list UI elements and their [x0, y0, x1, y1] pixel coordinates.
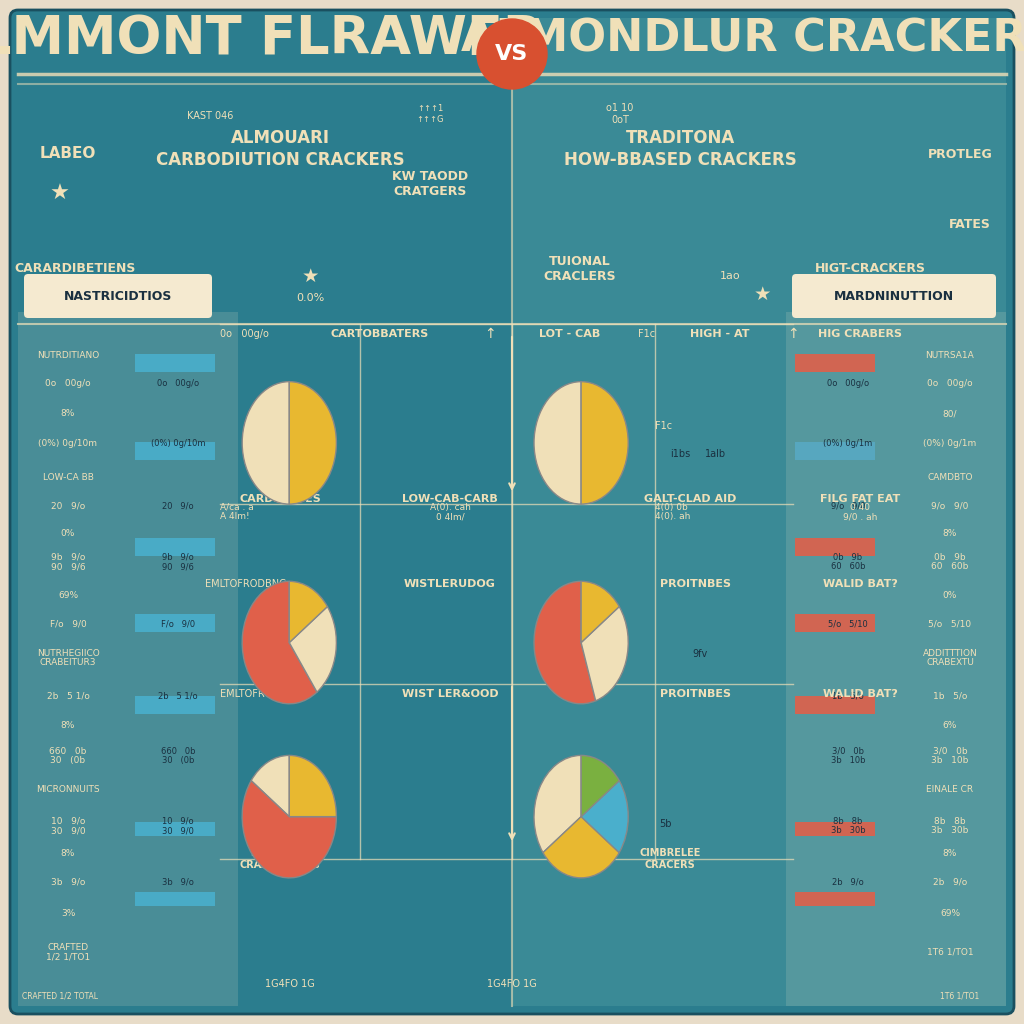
- Text: NUTRHEGIICO
CRABEITUR3: NUTRHEGIICO CRABEITUR3: [37, 648, 99, 668]
- Text: ★: ★: [754, 285, 771, 303]
- Text: CARTOBBATERS: CARTOBBATERS: [331, 329, 429, 339]
- Text: 9fv: 9fv: [692, 649, 708, 659]
- Text: (0%) 0g/10m: (0%) 0g/10m: [151, 439, 205, 449]
- Text: WIST LER&OOD: WIST LER&OOD: [401, 689, 499, 699]
- Text: F1c: F1c: [638, 329, 655, 339]
- Circle shape: [477, 19, 547, 89]
- Text: A(0). cah
0 4lm/: A(0). cah 0 4lm/: [429, 503, 470, 521]
- Wedge shape: [290, 582, 328, 643]
- Text: ★: ★: [301, 266, 318, 286]
- Text: 8b   8b
3b   30b: 8b 8b 3b 30b: [830, 817, 865, 836]
- Wedge shape: [243, 780, 336, 878]
- Text: 0 40
9/0 . ah: 0 40 9/0 . ah: [843, 503, 878, 521]
- Text: 9fv: 9fv: [302, 649, 317, 659]
- Text: 8%: 8%: [60, 850, 75, 858]
- Text: 8%: 8%: [60, 410, 75, 419]
- Bar: [786, 312, 1006, 1006]
- Bar: [135, 696, 215, 714]
- Text: PROTLEG: PROTLEG: [928, 147, 992, 161]
- Wedge shape: [582, 780, 629, 853]
- Bar: [795, 538, 874, 556]
- Text: 8%: 8%: [943, 850, 957, 858]
- Bar: [795, 822, 874, 836]
- Text: ALMMONT FLRAWER: ALMMONT FLRAWER: [0, 13, 544, 65]
- Wedge shape: [290, 606, 336, 692]
- Bar: [795, 442, 874, 460]
- Wedge shape: [582, 756, 620, 817]
- Text: WALID BAT?: WALID BAT?: [822, 689, 897, 699]
- Text: 0o   00g/o: 0o 00g/o: [45, 380, 91, 388]
- Text: 4(0) 0b
4(0). ah: 4(0) 0b 4(0). ah: [655, 503, 690, 521]
- Text: 0b   9b
60   60b: 0b 9b 60 60b: [931, 553, 969, 571]
- Text: NUTRSA1A: NUTRSA1A: [926, 351, 975, 360]
- Text: 660   0b
30   (0b: 660 0b 30 (0b: [49, 746, 87, 765]
- FancyBboxPatch shape: [792, 274, 996, 318]
- Text: 3/0   0b
3b   10b: 3/0 0b 3b 10b: [830, 746, 865, 765]
- Wedge shape: [582, 582, 620, 643]
- Text: CIMBRELEE
CRACERS: CIMBRELEE CRACERS: [639, 848, 700, 869]
- Text: HIGT-CRACKERS: HIGT-CRACKERS: [814, 262, 926, 275]
- Bar: [135, 354, 215, 372]
- Text: 6%: 6%: [943, 722, 957, 730]
- Text: VS: VS: [496, 44, 528, 63]
- Text: A/ca . a
A 4lm!: A/ca . a A 4lm!: [220, 503, 254, 521]
- Text: 9b   9/o
90   9/6: 9b 9/o 90 9/6: [162, 553, 194, 571]
- Bar: [795, 696, 874, 714]
- Text: 0o   00g/o: 0o 00g/o: [927, 380, 973, 388]
- Text: KAST 046: KAST 046: [186, 111, 233, 121]
- Text: (0%) 0g/10m: (0%) 0g/10m: [39, 439, 97, 449]
- FancyBboxPatch shape: [24, 274, 212, 318]
- Text: TRADITONA
HOW-BBASED CRACKERS: TRADITONA HOW-BBASED CRACKERS: [563, 129, 797, 169]
- Text: 3/0   0b
3b   10b: 3/0 0b 3b 10b: [931, 746, 969, 765]
- Text: 5/o   5/10: 5/o 5/10: [929, 620, 972, 629]
- Text: 0o   00g/o: 0o 00g/o: [827, 380, 869, 388]
- Text: 0.0%: 0.0%: [296, 293, 325, 303]
- Text: CARDNYATES: CARDNYATES: [240, 494, 321, 504]
- Text: ↑: ↑: [484, 327, 496, 341]
- Bar: [135, 892, 215, 906]
- Text: 69%: 69%: [940, 909, 961, 919]
- Text: CRAFTED 1/2 TOTAL: CRAFTED 1/2 TOTAL: [22, 991, 98, 1000]
- Text: CAMDBTO: CAMDBTO: [928, 473, 973, 482]
- Text: FATES: FATES: [949, 217, 991, 230]
- Bar: [135, 822, 215, 836]
- Text: LOW-CAB-CARB: LOW-CAB-CARB: [402, 494, 498, 504]
- Bar: [795, 892, 874, 906]
- Text: o1 10
0oT: o1 10 0oT: [606, 103, 634, 125]
- Text: WALID BAT?: WALID BAT?: [822, 579, 897, 589]
- Text: 20   9/o: 20 9/o: [162, 502, 194, 511]
- Text: ★: ★: [50, 184, 70, 204]
- Text: F/o   9/0: F/o 9/0: [161, 620, 195, 629]
- Text: ALMONDLUR CRACKERS: ALMONDLUR CRACKERS: [461, 17, 1024, 60]
- Text: CRAFTED
1/2 1/TO1: CRAFTED 1/2 1/TO1: [46, 943, 90, 962]
- Text: i1bs: i1bs: [670, 449, 690, 459]
- Text: 0o   00g/o: 0o 00g/o: [157, 380, 199, 388]
- Text: 1ao: 1ao: [720, 271, 740, 281]
- Wedge shape: [535, 582, 596, 703]
- Bar: [18, 18, 512, 1006]
- Text: 69%: 69%: [58, 592, 78, 600]
- Wedge shape: [243, 382, 290, 504]
- Text: 3%: 3%: [60, 909, 75, 919]
- Text: GALT-CLAD AID: GALT-CLAD AID: [644, 494, 736, 504]
- Wedge shape: [535, 756, 582, 853]
- Text: 9/o   9/0: 9/o 9/0: [830, 502, 865, 511]
- Text: EINALE CR: EINALE CR: [927, 785, 974, 795]
- Text: 5/o   5/10: 5/o 5/10: [828, 620, 868, 629]
- Text: PROITNBES: PROITNBES: [660, 689, 731, 699]
- Text: 3b   9/o: 3b 9/o: [51, 878, 85, 887]
- Text: 2b   5 1/o: 2b 5 1/o: [158, 691, 198, 700]
- Text: EMLTOFRODBNC: EMLTOFRODBNC: [220, 689, 301, 699]
- Bar: [135, 538, 215, 556]
- Text: 2b   9/o: 2b 9/o: [933, 878, 967, 887]
- Wedge shape: [290, 756, 336, 817]
- Text: 1G4FO 1G: 1G4FO 1G: [265, 979, 314, 989]
- Text: 3b   9/o: 3b 9/o: [162, 878, 194, 887]
- Wedge shape: [543, 817, 620, 878]
- Text: 8%: 8%: [943, 529, 957, 539]
- Text: FILG FAT EAT: FILG FAT EAT: [820, 494, 900, 504]
- Text: 5b: 5b: [289, 819, 301, 829]
- Text: 5b: 5b: [658, 819, 672, 829]
- Text: 8%: 8%: [60, 722, 75, 730]
